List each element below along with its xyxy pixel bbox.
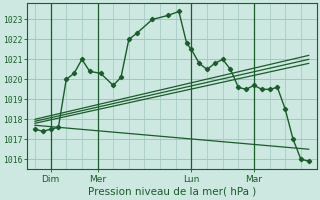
- X-axis label: Pression niveau de la mer( hPa ): Pression niveau de la mer( hPa ): [88, 187, 256, 197]
